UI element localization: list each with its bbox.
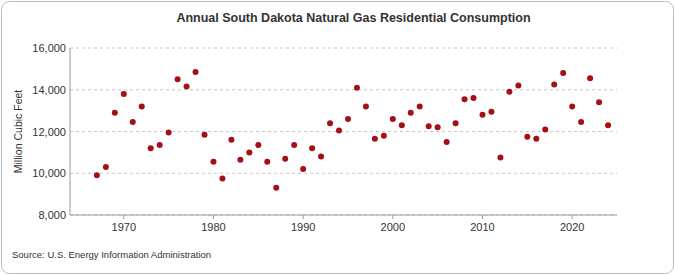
point bbox=[300, 166, 306, 172]
point bbox=[453, 120, 459, 126]
point bbox=[363, 103, 369, 109]
point bbox=[175, 76, 181, 82]
point bbox=[318, 154, 324, 160]
point bbox=[462, 96, 468, 102]
y-axis bbox=[70, 48, 71, 215]
point bbox=[309, 145, 315, 151]
point bbox=[264, 159, 270, 165]
x-tick-label: 2010 bbox=[470, 221, 494, 233]
point bbox=[291, 142, 297, 148]
title: Annual South Dakota Natural Gas Resident… bbox=[176, 11, 530, 25]
point bbox=[569, 103, 575, 109]
x-tick bbox=[213, 215, 214, 219]
y-axis-label: Million Cubic Feet bbox=[12, 90, 24, 174]
point bbox=[166, 130, 172, 136]
point bbox=[354, 85, 360, 91]
point bbox=[435, 124, 441, 130]
grid-line bbox=[70, 173, 617, 174]
point bbox=[408, 110, 414, 116]
chart: Annual South Dakota Natural Gas Resident… bbox=[0, 0, 675, 275]
point bbox=[228, 137, 234, 143]
y-tick-label: 16,000 bbox=[32, 42, 66, 54]
point bbox=[479, 112, 485, 118]
x-tick-label: 1980 bbox=[201, 221, 225, 233]
point bbox=[596, 99, 602, 105]
point bbox=[282, 156, 288, 162]
point bbox=[497, 155, 503, 161]
point bbox=[112, 110, 118, 116]
point bbox=[121, 91, 127, 97]
frame bbox=[2, 2, 674, 274]
point bbox=[130, 119, 136, 125]
point bbox=[327, 120, 333, 126]
point bbox=[103, 164, 109, 170]
point bbox=[426, 123, 432, 129]
point bbox=[255, 142, 261, 148]
x-tick bbox=[482, 215, 483, 219]
point bbox=[560, 70, 566, 76]
point bbox=[184, 84, 190, 90]
point bbox=[399, 122, 405, 128]
point bbox=[94, 172, 100, 178]
point bbox=[488, 109, 494, 115]
x-tick bbox=[392, 215, 393, 219]
point bbox=[551, 82, 557, 88]
grid-line bbox=[70, 131, 617, 132]
source: Source: U.S. Energy Information Administ… bbox=[12, 249, 211, 260]
point bbox=[515, 83, 521, 89]
point bbox=[237, 157, 243, 163]
point bbox=[139, 103, 145, 109]
point bbox=[524, 134, 530, 140]
point bbox=[417, 103, 423, 109]
point bbox=[336, 127, 342, 133]
x-tick bbox=[572, 215, 573, 219]
point bbox=[578, 119, 584, 125]
x-tick-label: 2000 bbox=[381, 221, 405, 233]
x-tick bbox=[303, 215, 304, 219]
point bbox=[202, 132, 208, 138]
y-tick-label: 8,000 bbox=[38, 209, 66, 221]
point bbox=[381, 133, 387, 139]
point bbox=[372, 136, 378, 142]
x-tick bbox=[123, 215, 124, 219]
point bbox=[506, 89, 512, 95]
point bbox=[273, 185, 279, 191]
y-tick-label: 14,000 bbox=[32, 84, 66, 96]
point bbox=[210, 159, 216, 165]
x-axis bbox=[70, 215, 617, 216]
y-tick-label: 12,000 bbox=[32, 126, 66, 138]
point bbox=[390, 116, 396, 122]
point bbox=[533, 136, 539, 142]
marks bbox=[94, 69, 611, 191]
x-tick-label: 1970 bbox=[112, 221, 136, 233]
y-tick-label: 10,000 bbox=[32, 167, 66, 179]
point bbox=[246, 149, 252, 155]
point bbox=[444, 139, 450, 145]
point bbox=[542, 126, 548, 132]
point bbox=[148, 145, 154, 151]
grid-line bbox=[70, 48, 617, 49]
grid-line bbox=[70, 89, 617, 90]
point bbox=[587, 75, 593, 81]
point bbox=[193, 69, 199, 75]
x-tick-label: 2020 bbox=[560, 221, 584, 233]
point bbox=[471, 95, 477, 101]
point bbox=[219, 175, 225, 181]
point bbox=[157, 142, 163, 148]
x-tick-label: 1990 bbox=[291, 221, 315, 233]
point bbox=[345, 116, 351, 122]
point bbox=[605, 122, 611, 128]
grid-line bbox=[70, 215, 617, 216]
